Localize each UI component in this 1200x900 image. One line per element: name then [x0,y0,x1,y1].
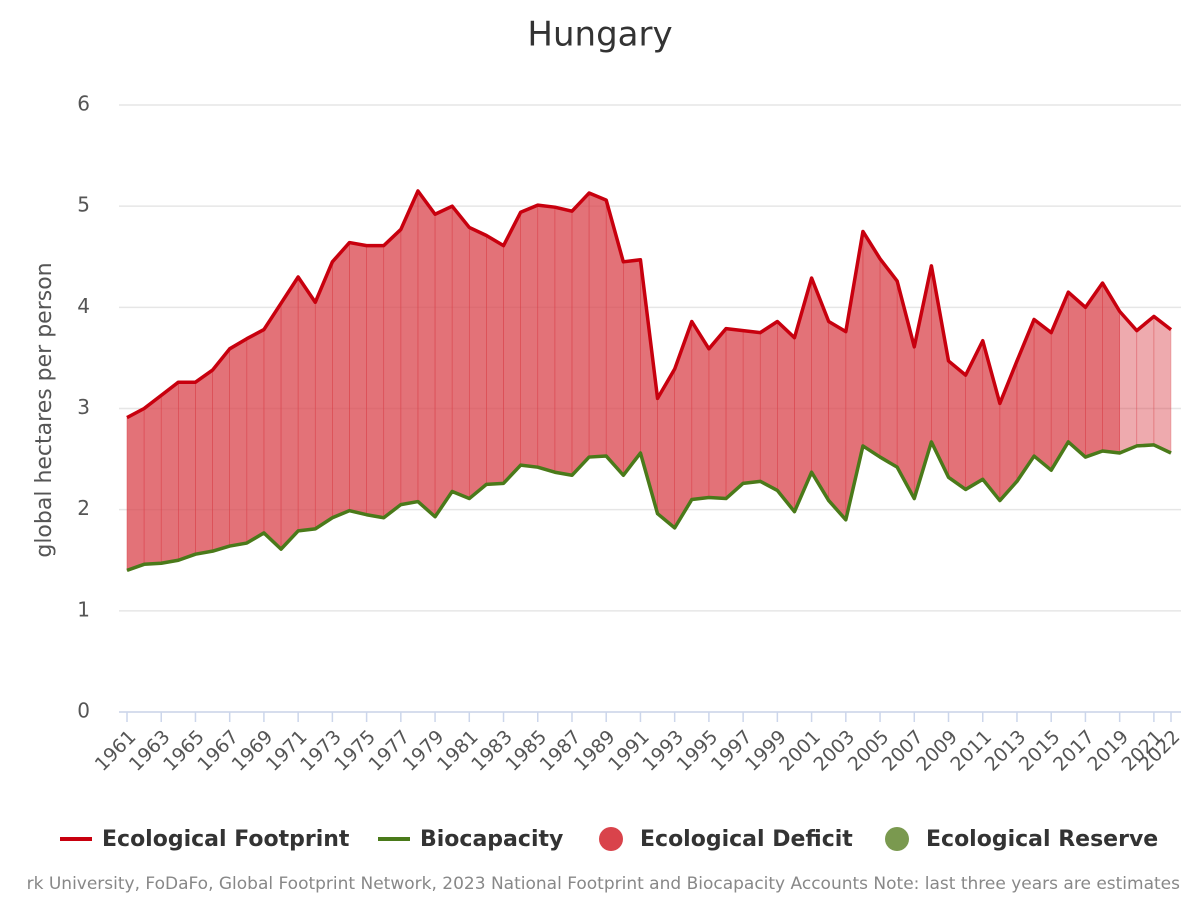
deficit-area [554,206,573,476]
y-axis-label: global hectares per person [32,262,57,557]
deficit-area [229,338,248,547]
deficit-area [588,192,607,458]
deficit-area [143,394,162,565]
deficit-area [280,275,299,550]
deficit-area [742,330,761,484]
deficit-area [1119,310,1138,454]
y-tick-label: 1 [77,597,90,621]
deficit-area [708,327,727,499]
deficit-area [503,212,521,485]
deficit-area [212,347,230,552]
deficit-area [862,230,881,458]
deficit-area [777,320,795,513]
legend-symbol [885,827,909,851]
deficit-area [383,228,402,519]
deficit-area [400,190,419,505]
deficit-area [1033,318,1052,471]
deficit-area [451,205,470,499]
legend-label: Ecological Deficit [640,827,853,852]
deficit-area [263,302,282,550]
deficit-area [366,245,385,519]
deficit-area [1136,315,1155,447]
deficit-area [297,276,316,532]
y-tick-label: 0 [77,699,90,723]
deficit-area [520,204,539,468]
deficit-area [691,320,710,500]
deficit-area [759,320,778,491]
deficit-area [160,381,179,564]
deficit-area [434,205,453,518]
deficit-area [314,261,333,530]
deficit-area [725,328,744,500]
deficit-area [623,259,641,477]
legend-label: Ecological Footprint [102,827,350,852]
deficit-area [417,190,436,518]
deficit-area [1085,282,1103,458]
deficit-area [674,321,693,529]
legend-label: Biocapacity [420,827,563,852]
deficit-area [1068,291,1086,458]
series-line [126,189,1173,420]
deficit-area [537,204,556,473]
deficit-area [332,241,350,519]
y-tick-label: 2 [77,496,90,520]
deficit-area [1153,315,1172,454]
deficit-area [605,200,624,477]
deficit-area [982,340,1001,502]
y-tick-label: 5 [77,193,90,217]
legend-symbol [599,827,623,851]
y-tick-label: 3 [77,395,90,419]
areas [126,190,1172,571]
deficit-area [486,234,504,485]
y-tick-label: 6 [77,92,90,116]
series-line [126,440,1172,573]
legend-label: Ecological Reserve [926,827,1158,852]
source-note: rk University, FoDaFo, Global Footprint … [27,874,1181,894]
deficit-area [571,192,590,477]
deficit-area [948,360,966,491]
deficit-area [965,340,984,490]
deficit-area [468,226,487,500]
deficit-area [195,369,213,555]
deficit-area [828,320,847,521]
deficit-area [349,242,367,516]
chart-title: Hungary [527,15,672,55]
y-tick-label: 4 [77,294,90,318]
deficit-area [178,381,196,561]
deficit-area [879,257,898,468]
deficit-area [246,329,265,544]
deficit-area [126,408,145,571]
